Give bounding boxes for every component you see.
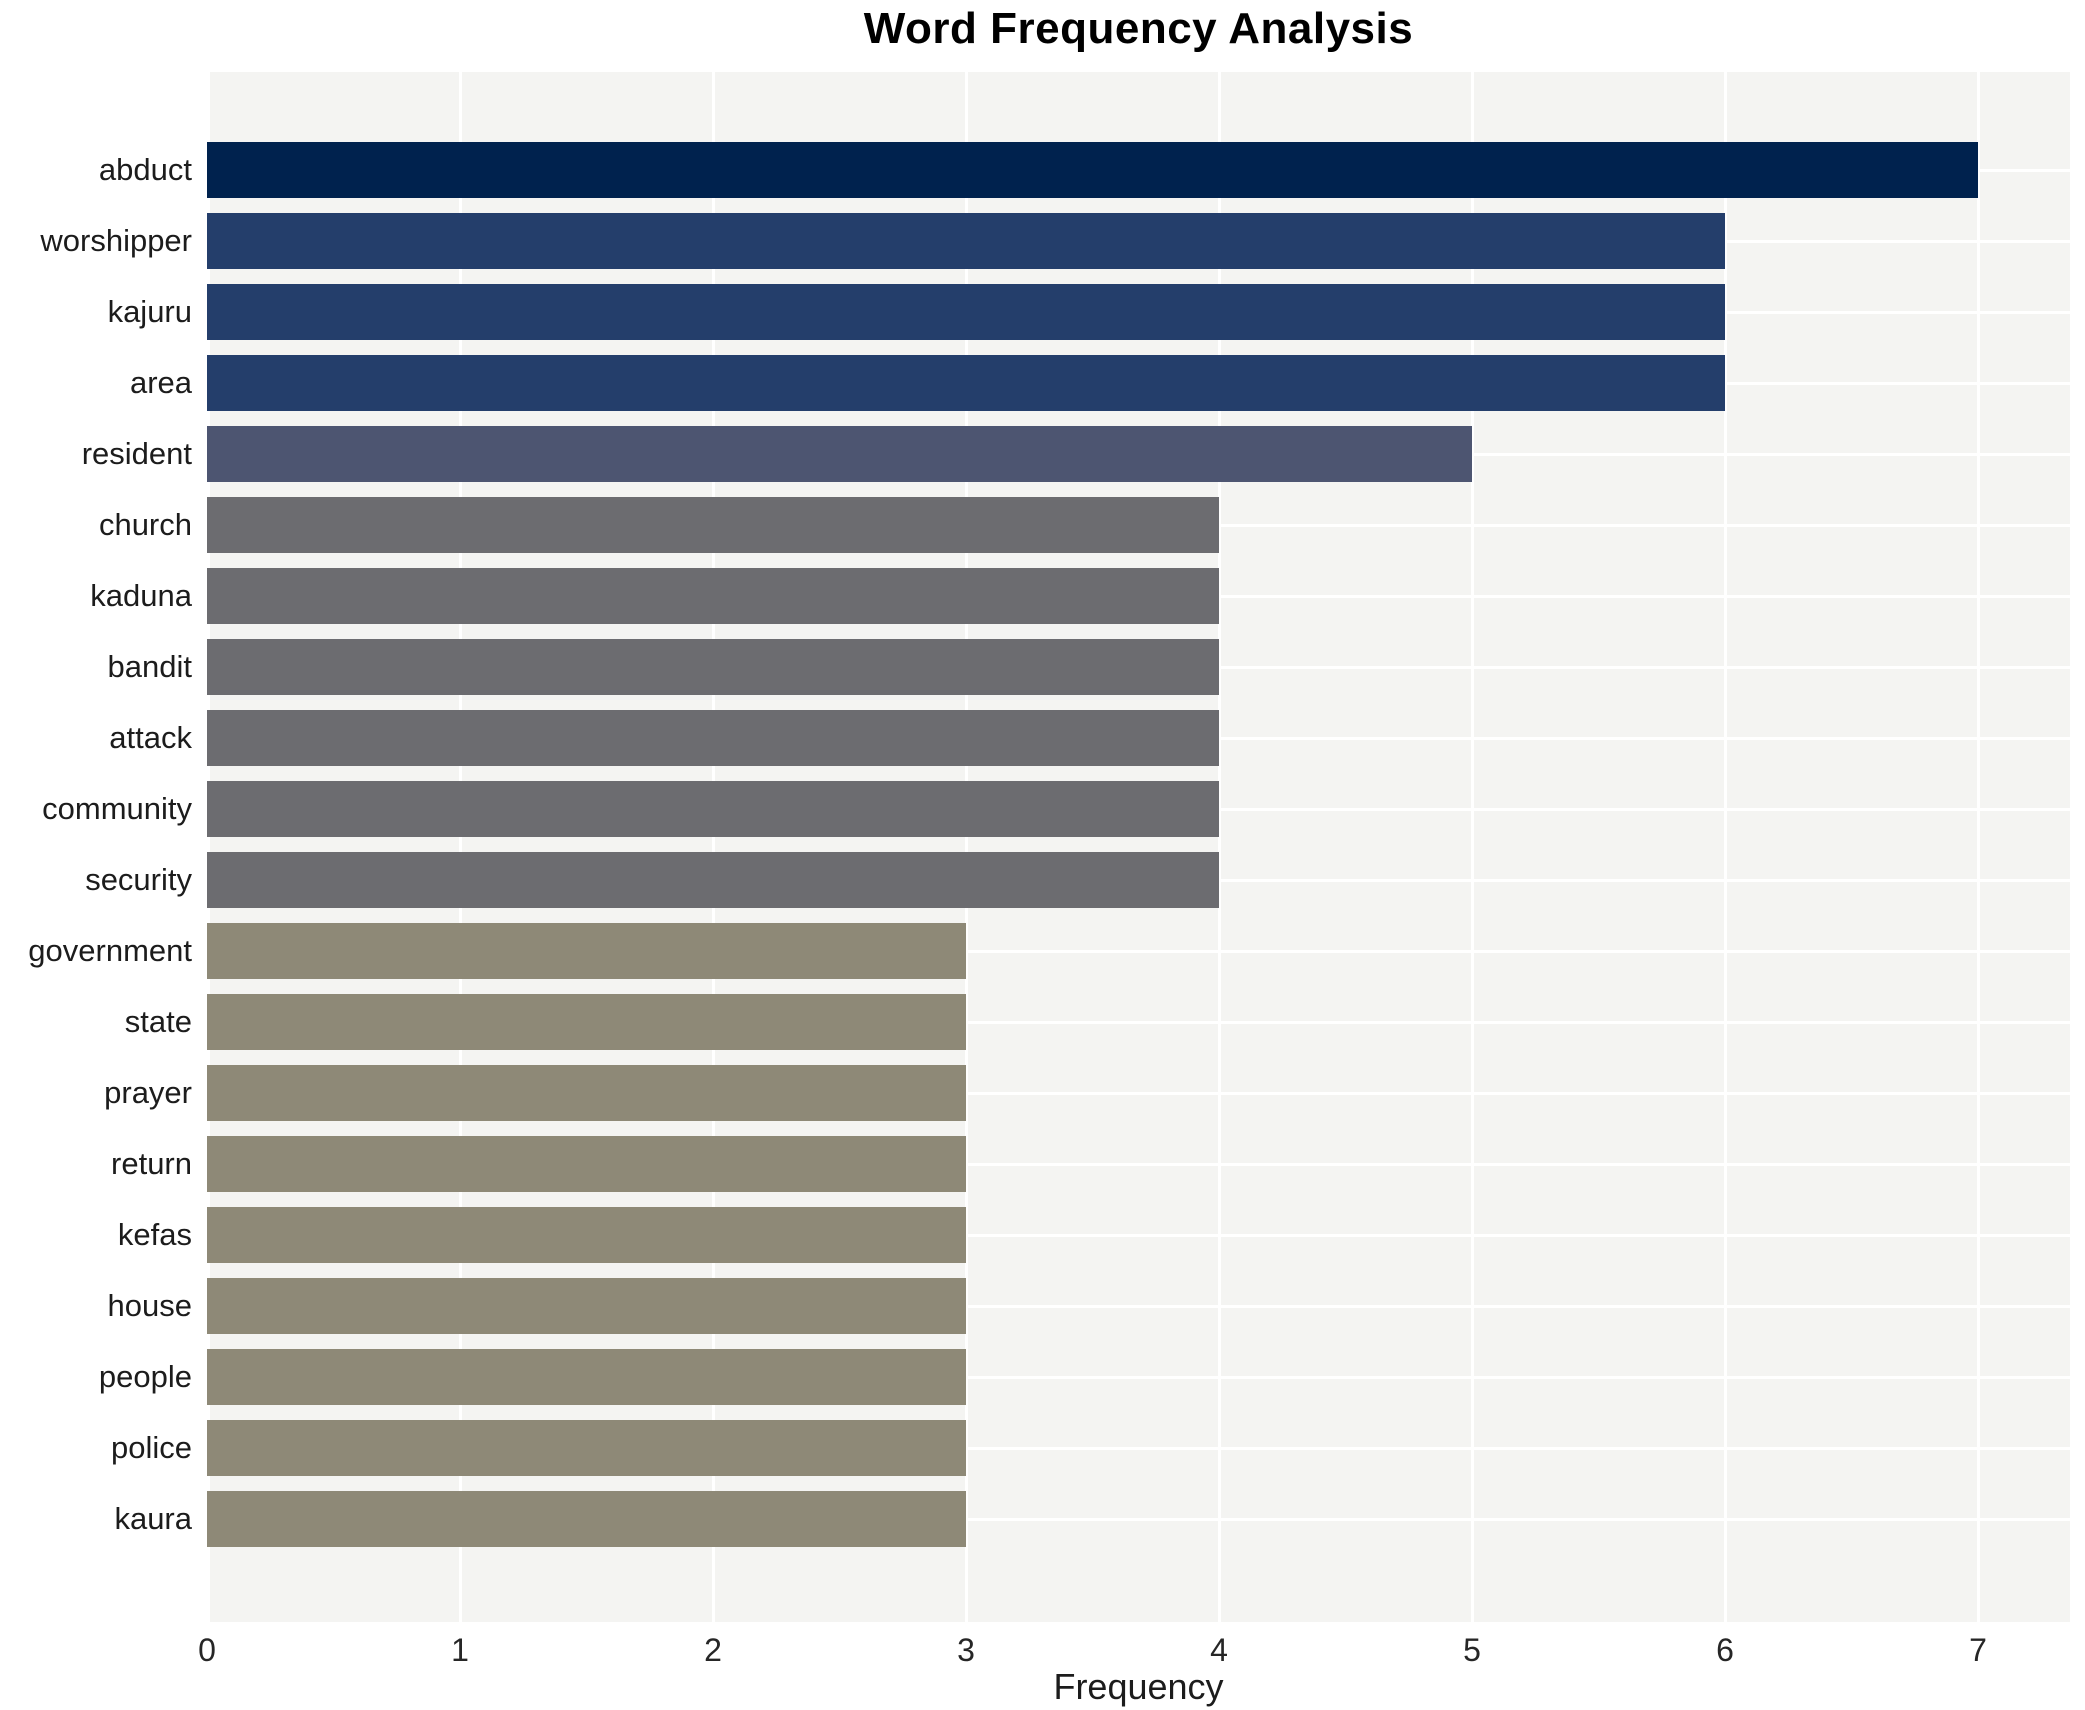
bar-kaura [207,1491,966,1547]
x-tick-label-1: 1 [451,1632,469,1668]
y-tick-label-return: return [111,1146,192,1181]
vertical-gridline [1723,72,1727,1622]
bar-police [207,1420,966,1476]
y-tick-label-attack: attack [109,720,192,755]
bar-area [207,355,1725,411]
vertical-gridline [1976,72,1980,1622]
y-tick-label-community: community [42,791,192,826]
y-tick-label-church: church [98,507,192,542]
x-axis-label: Frequency [1053,1666,1224,1707]
bar-bandit [207,639,1219,695]
horizontal-gridline [207,949,2070,953]
y-tick-label-resident: resident [81,436,192,471]
vertical-gridline [458,72,462,1622]
y-tick-label-state: state [124,1004,192,1039]
horizontal-gridline [207,1375,2070,1379]
vertical-gridline [964,72,968,1622]
vertical-gridline [711,72,715,1622]
x-tick-label-3: 3 [957,1632,975,1668]
horizontal-gridline [207,1304,2070,1308]
vertical-gridline [207,72,210,1622]
bar-attack [207,710,1219,766]
horizontal-gridline [207,1020,2070,1024]
y-tick-label-security: security [85,862,192,897]
y-tick-label-area: area [129,365,192,400]
y-tick-label-prayer: prayer [104,1075,192,1110]
bar-security [207,852,1219,908]
plot-area [207,72,2070,1622]
bar-kaduna [207,568,1219,624]
bar-resident [207,426,1472,482]
x-tick-label-6: 6 [1716,1632,1734,1668]
bar-house [207,1278,966,1334]
x-tick-label-7: 7 [1969,1632,1987,1668]
y-tick-label-bandit: bandit [107,649,192,684]
chart-title: Word Frequency Analysis [863,4,1414,53]
y-tick-label-people: people [98,1359,192,1394]
y-tick-label-kaura: kaura [114,1501,192,1536]
y-tick-label-house: house [107,1288,192,1323]
y-tick-label-police: police [111,1430,192,1465]
x-tick-label-0: 0 [198,1632,216,1668]
bar-kefas [207,1207,966,1263]
bar-return [207,1136,966,1192]
y-tick-label-government: government [28,933,192,968]
y-tick-label-worshipper: worshipper [40,223,192,258]
y-tick-label-kaduna: kaduna [90,578,192,613]
x-tick-label-5: 5 [1463,1632,1481,1668]
bar-prayer [207,1065,966,1121]
x-tick-label-4: 4 [1210,1632,1228,1668]
bar-kajuru [207,284,1725,340]
vertical-gridline [1470,72,1474,1622]
x-tick-label-2: 2 [704,1632,722,1668]
bar-government [207,923,966,979]
y-tick-label-abduct: abduct [98,152,192,187]
bar-state [207,994,966,1050]
horizontal-gridline [207,1446,2070,1450]
vertical-gridline [1217,72,1221,1622]
horizontal-gridline [207,1233,2070,1237]
horizontal-gridline [207,1091,2070,1095]
y-tick-label-kefas: kefas [117,1217,192,1252]
horizontal-gridline [207,1162,2070,1166]
bar-worshipper [207,213,1725,269]
bar-community [207,781,1219,837]
horizontal-gridline [207,1517,2070,1521]
bar-church [207,497,1219,553]
bar-abduct [207,142,1978,198]
bar-people [207,1349,966,1405]
y-tick-label-kajuru: kajuru [107,294,192,329]
